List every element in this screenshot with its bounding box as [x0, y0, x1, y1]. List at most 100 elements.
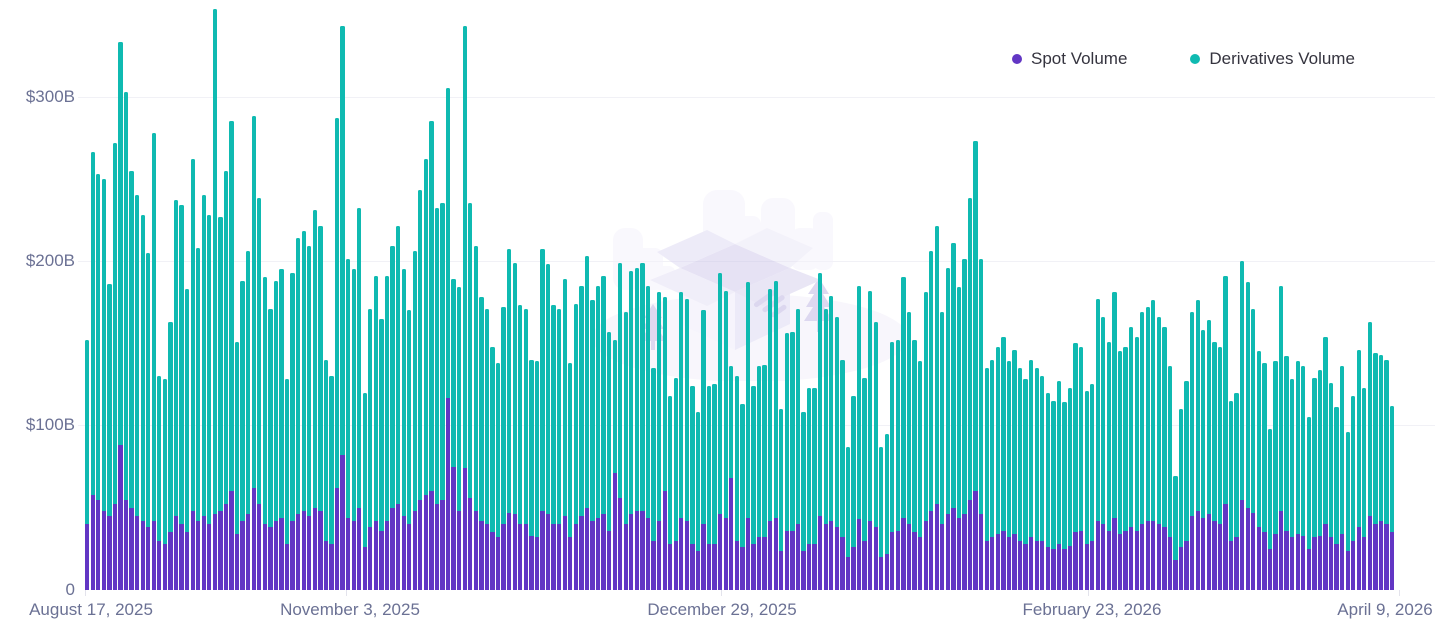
bar-day-112[interactable] — [706, 386, 712, 590]
bar-day-124[interactable] — [773, 280, 778, 590]
bar-day-95[interactable] — [612, 339, 617, 590]
bar-day-32[interactable] — [262, 277, 267, 590]
bar-day-159[interactable] — [967, 198, 973, 590]
bar-day-46[interactable] — [340, 25, 345, 590]
bar-day-119[interactable] — [745, 282, 751, 590]
bar-day-175[interactable] — [1056, 381, 1062, 590]
bar-day-224[interactable] — [1328, 382, 1334, 590]
bar-day-51[interactable] — [368, 308, 373, 590]
bar-day-155[interactable] — [945, 267, 950, 590]
bar-day-233[interactable] — [1378, 354, 1384, 590]
bar-day-140[interactable] — [862, 377, 867, 590]
bar-day-83[interactable] — [545, 264, 551, 590]
bar-day-194[interactable] — [1162, 326, 1167, 590]
bar-day-170[interactable] — [1029, 359, 1034, 590]
bar-day-34[interactable] — [273, 280, 279, 590]
bar-day-154[interactable] — [940, 311, 945, 590]
bar-day-222[interactable] — [1317, 369, 1323, 590]
bar-day-122[interactable] — [762, 364, 767, 590]
bar-day-58[interactable] — [407, 310, 412, 590]
bar-day-221[interactable] — [1312, 377, 1317, 590]
bar-day-0[interactable] — [85, 339, 90, 590]
bar-day-129[interactable] — [801, 412, 806, 590]
bar-day-178[interactable] — [1073, 343, 1078, 590]
bar-day-220[interactable] — [1306, 417, 1311, 590]
bar-day-219[interactable] — [1301, 366, 1306, 590]
bar-day-128[interactable] — [795, 308, 801, 590]
bar-day-164[interactable] — [995, 346, 1000, 590]
bar-day-96[interactable] — [618, 262, 623, 590]
bar-day-98[interactable] — [629, 270, 634, 590]
bar-day-188[interactable] — [1128, 326, 1134, 590]
bar-day-6[interactable] — [118, 42, 123, 590]
bar-day-50[interactable] — [362, 392, 367, 590]
bar-day-91[interactable] — [590, 300, 595, 590]
bar-day-235[interactable] — [1389, 405, 1395, 590]
bar-day-111[interactable] — [701, 310, 706, 590]
bar-day-149[interactable] — [912, 339, 917, 590]
bar-day-161[interactable] — [979, 259, 984, 590]
bar-day-118[interactable] — [740, 404, 745, 590]
bar-day-55[interactable] — [390, 246, 395, 590]
bar-day-87[interactable] — [568, 362, 573, 590]
bar-day-185[interactable] — [1112, 292, 1117, 590]
bar-day-181[interactable] — [1090, 384, 1095, 590]
bar-day-7[interactable] — [123, 91, 129, 590]
bar-day-205[interactable] — [1223, 275, 1228, 590]
bar-day-176[interactable] — [1062, 402, 1067, 590]
bar-day-133[interactable] — [823, 308, 828, 590]
bar-day-113[interactable] — [712, 384, 717, 590]
bar-day-186[interactable] — [1117, 351, 1123, 590]
bar-day-231[interactable] — [1367, 321, 1373, 590]
bar-day-173[interactable] — [1045, 392, 1050, 590]
bar-day-76[interactable] — [507, 249, 512, 590]
bar-day-139[interactable] — [856, 285, 862, 590]
bar-day-69[interactable] — [468, 203, 473, 590]
bar-day-167[interactable] — [1012, 349, 1017, 590]
bar-day-123[interactable] — [768, 288, 773, 590]
bar-day-199[interactable] — [1190, 311, 1195, 590]
bar-day-120[interactable] — [751, 386, 756, 590]
bar-day-78[interactable] — [518, 305, 523, 590]
bar-day-75[interactable] — [501, 307, 506, 590]
bar-day-177[interactable] — [1067, 387, 1073, 590]
bar-day-47[interactable] — [345, 259, 351, 590]
bar-day-66[interactable] — [451, 279, 456, 590]
bar-day-104[interactable] — [662, 297, 667, 590]
bar-day-228[interactable] — [1351, 395, 1356, 590]
bar-day-156[interactable] — [951, 242, 956, 590]
bar-day-125[interactable] — [779, 409, 784, 590]
bar-day-148[interactable] — [906, 311, 912, 590]
bar-day-11[interactable] — [146, 252, 151, 590]
bar-day-43[interactable] — [323, 359, 329, 590]
bar-day-131[interactable] — [812, 387, 817, 590]
bar-day-121[interactable] — [756, 366, 762, 590]
bar-day-65[interactable] — [445, 88, 451, 590]
bar-day-88[interactable] — [573, 303, 578, 590]
bar-day-132[interactable] — [817, 272, 823, 590]
bar-day-197[interactable] — [1178, 409, 1184, 590]
bar-day-211[interactable] — [1256, 351, 1261, 590]
bar-day-109[interactable] — [690, 386, 695, 590]
bar-day-227[interactable] — [1345, 432, 1350, 590]
bar-day-184[interactable] — [1106, 341, 1112, 590]
bar-day-8[interactable] — [129, 170, 134, 590]
bar-day-85[interactable] — [557, 308, 562, 590]
bar-day-107[interactable] — [679, 292, 684, 590]
bar-day-18[interactable] — [184, 288, 190, 590]
bar-day-204[interactable] — [1217, 346, 1223, 590]
bar-day-22[interactable] — [207, 214, 212, 590]
bar-day-97[interactable] — [623, 311, 628, 590]
bar-day-142[interactable] — [873, 321, 878, 590]
bar-day-94[interactable] — [606, 331, 612, 590]
bar-day-200[interactable] — [1195, 300, 1200, 590]
bar-day-49[interactable] — [357, 208, 362, 590]
bar-day-4[interactable] — [107, 284, 112, 590]
bar-day-168[interactable] — [1017, 367, 1023, 590]
bar-day-180[interactable] — [1084, 390, 1089, 590]
legend-item-spot-volume[interactable]: Spot Volume — [1012, 49, 1127, 69]
bar-day-146[interactable] — [895, 339, 901, 590]
bar-day-169[interactable] — [1023, 379, 1028, 590]
bar-day-62[interactable] — [429, 121, 434, 590]
bar-day-40[interactable] — [307, 246, 312, 590]
